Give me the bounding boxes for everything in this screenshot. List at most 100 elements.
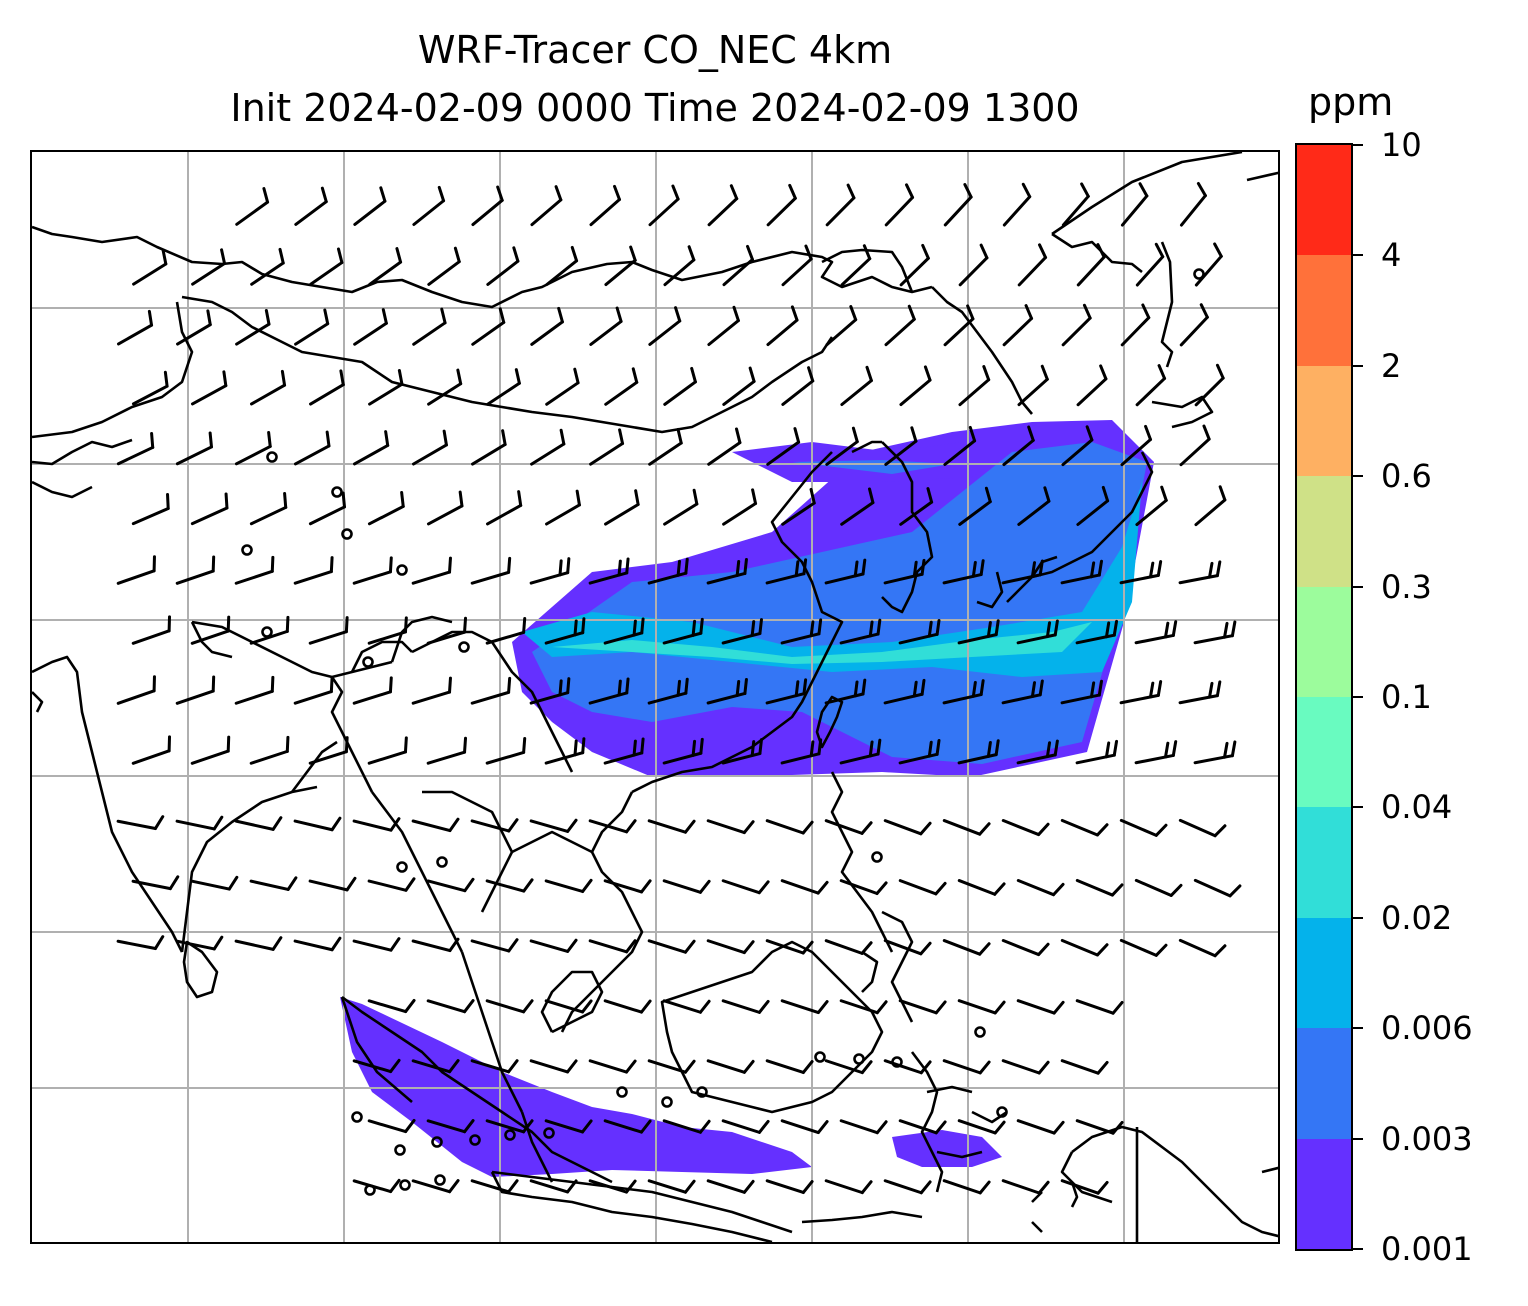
coastline-segment xyxy=(821,248,914,293)
wind-barb xyxy=(958,365,991,407)
wind-barb xyxy=(1193,620,1237,645)
wind-barb xyxy=(958,243,989,287)
wind-barb xyxy=(545,245,579,286)
wind-barb xyxy=(1178,680,1222,705)
wind-barb xyxy=(588,939,637,954)
calm-wind-circle xyxy=(616,1086,628,1098)
coastline-segment xyxy=(290,740,338,793)
wind-barb xyxy=(603,879,652,894)
wind-barb xyxy=(411,1059,460,1074)
colorbar-tick-label: 0.3 xyxy=(1381,567,1432,606)
wind-barb xyxy=(426,490,464,526)
wind-barb xyxy=(898,999,947,1015)
wind-barb xyxy=(647,557,689,585)
calm-wind-circle xyxy=(974,1026,986,1038)
colorbar-tick xyxy=(1353,585,1363,588)
calm-wind-circle xyxy=(341,528,353,540)
wind-barb xyxy=(780,999,829,1015)
colorbar-tick-label: 0.001 xyxy=(1381,1230,1473,1268)
wind-barb xyxy=(1060,1179,1109,1195)
colorbar-level xyxy=(1297,586,1351,697)
wind-barb xyxy=(529,818,578,833)
coastline-segment xyxy=(801,1210,923,1224)
wind-barb xyxy=(249,491,288,526)
coastline-segment xyxy=(936,1150,983,1159)
wind-barb xyxy=(426,736,468,765)
coastline-segment xyxy=(32,301,194,439)
wind-barb xyxy=(706,678,748,705)
wind-barb xyxy=(1061,182,1090,227)
colorbar-level xyxy=(1297,475,1351,587)
coastline-segment xyxy=(180,785,318,953)
wind-barb xyxy=(603,617,645,645)
wind-barb xyxy=(529,677,571,705)
wind-barb xyxy=(175,431,213,466)
wind-barb xyxy=(1119,818,1168,837)
wind-barb xyxy=(544,999,593,1014)
wind-barb xyxy=(588,1179,637,1194)
wind-barb xyxy=(1001,1179,1050,1195)
wind-barb xyxy=(839,738,882,765)
wind-barb xyxy=(1075,878,1124,897)
wind-barb xyxy=(544,1119,593,1134)
wind-barb xyxy=(840,487,875,526)
wind-barb xyxy=(471,185,504,227)
wind-barb xyxy=(647,939,696,954)
wind-barb xyxy=(898,1119,947,1135)
colorbar-level xyxy=(1297,144,1351,256)
calm-wind-circle xyxy=(331,486,343,498)
coastline-segment xyxy=(560,791,644,1033)
calm-wind-circle xyxy=(458,641,470,653)
wind-barb xyxy=(486,246,520,286)
wind-barb xyxy=(824,1059,873,1075)
wind-barb xyxy=(883,678,926,705)
colorbar-level xyxy=(1297,365,1351,477)
wind-barb xyxy=(367,1118,416,1134)
wind-barb xyxy=(529,1179,578,1194)
wind-barb xyxy=(426,1119,475,1134)
wind-barb xyxy=(309,247,344,286)
wind-barb xyxy=(426,877,475,893)
colorbar-tick xyxy=(1353,364,1363,367)
wind-barb xyxy=(1179,303,1209,347)
wind-barb xyxy=(131,735,172,765)
wind-barb xyxy=(353,186,387,226)
wind-barb xyxy=(648,184,680,227)
wind-barb xyxy=(249,735,290,765)
coastline-segment xyxy=(631,451,844,794)
coastline-segment xyxy=(1031,1221,1043,1233)
wind-barb xyxy=(942,819,991,836)
wind-barb xyxy=(412,185,446,226)
wind-barb xyxy=(470,1179,519,1194)
wind-barb xyxy=(309,369,345,406)
wind-barb xyxy=(116,675,156,705)
wind-barb xyxy=(1001,939,1050,957)
wind-barb xyxy=(765,1059,814,1074)
wind-barb xyxy=(647,677,689,705)
wind-barb xyxy=(412,307,447,346)
calm-wind-circle xyxy=(364,1184,376,1196)
wind-barb xyxy=(1001,1059,1050,1075)
wind-barb xyxy=(353,308,388,346)
tracer-plume-south xyxy=(340,997,1002,1177)
wind-barb xyxy=(544,617,586,645)
wind-barb xyxy=(175,815,224,831)
colorbar-level xyxy=(1297,1027,1351,1139)
wind-barb xyxy=(544,878,593,893)
colorbar-tick xyxy=(1353,254,1363,257)
wind-barb xyxy=(485,878,534,893)
wind-barb xyxy=(1178,818,1227,838)
wind-barb xyxy=(411,1179,460,1194)
wind-barb xyxy=(249,615,290,645)
wind-barb xyxy=(426,616,468,645)
wind-barb xyxy=(1076,485,1110,526)
wind-barb xyxy=(1017,243,1048,287)
wind-barb xyxy=(647,1059,696,1074)
wind-barb xyxy=(485,616,527,645)
wind-barb xyxy=(485,1119,534,1134)
wind-barb xyxy=(1179,181,1207,227)
wind-barb xyxy=(529,557,571,585)
colorbar-level xyxy=(1297,254,1351,366)
wind-barb xyxy=(1193,740,1237,765)
coastline-segment xyxy=(1051,152,1243,236)
